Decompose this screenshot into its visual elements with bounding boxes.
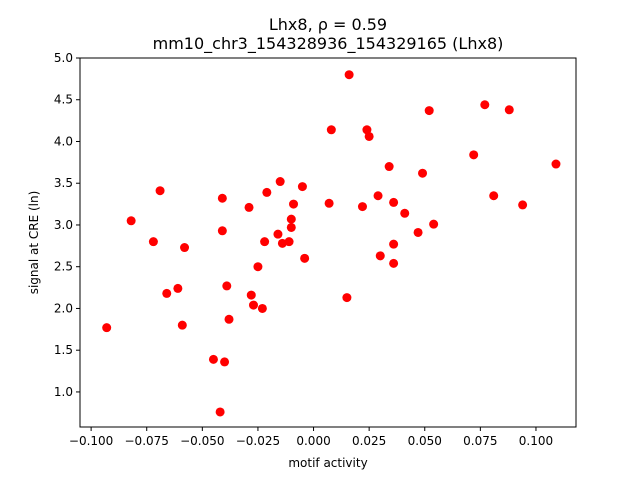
data-point [246, 290, 256, 300]
data-point [177, 320, 187, 330]
data-point [418, 168, 428, 178]
data-point [155, 186, 165, 196]
data-point [102, 323, 112, 333]
x-axis-label: motif activity [288, 456, 367, 470]
x-tick-label: −0.050 [180, 434, 224, 448]
data-point [357, 202, 367, 212]
data-point [504, 105, 514, 115]
data-point [244, 202, 254, 212]
y-tick-label: 1.0 [54, 385, 73, 399]
data-point [344, 70, 354, 80]
plot-area-frame [79, 57, 577, 428]
data-point [384, 162, 394, 172]
data-point [326, 125, 336, 135]
data-point [180, 243, 190, 253]
data-point [480, 100, 490, 110]
data-point [324, 198, 334, 208]
y-tick-label: 4.5 [54, 93, 73, 107]
data-point [248, 300, 258, 310]
y-axis-label: signal at CRE (ln) [27, 191, 41, 295]
x-tick-label: 0.050 [408, 434, 442, 448]
data-point [489, 191, 499, 201]
data-point [275, 177, 285, 187]
y-tick-label: 5.0 [54, 51, 73, 65]
data-point [262, 187, 272, 197]
data-point [469, 150, 479, 160]
data-point [286, 222, 296, 232]
y-tick-label: 1.5 [54, 343, 73, 357]
y-tick-label: 3.5 [54, 176, 73, 190]
chart-title-line-2: mm10_chr3_154328936_154329165 (Lhx8) [153, 34, 504, 54]
data-point [400, 208, 410, 218]
data-point [389, 239, 399, 249]
data-point [208, 354, 218, 364]
data-point [224, 314, 234, 324]
y-tick-label: 4.0 [54, 134, 73, 148]
data-point [551, 159, 561, 169]
data-point [173, 283, 183, 293]
data-point [413, 227, 423, 237]
x-tick-label: −0.025 [236, 434, 280, 448]
data-point [162, 288, 172, 298]
x-tick-label: 0.075 [463, 434, 497, 448]
data-point [220, 357, 230, 367]
data-point [217, 226, 227, 236]
data-point [389, 258, 399, 268]
data-points [102, 70, 561, 417]
data-point [286, 214, 296, 224]
data-point [389, 197, 399, 207]
axis-ticks: −0.100 −0.075 −0.050 −0.025 0.000 0.025 0.050 0… [54, 51, 553, 448]
data-point [222, 281, 232, 291]
data-point [253, 262, 263, 272]
data-point [424, 106, 434, 116]
data-point [373, 191, 383, 201]
data-point [364, 131, 374, 141]
data-point [257, 303, 267, 313]
y-tick-label: 2.5 [54, 260, 73, 274]
data-point [260, 237, 270, 247]
data-point [518, 200, 528, 210]
x-tick-label: −0.100 [69, 434, 113, 448]
y-tick-label: 3.0 [54, 218, 73, 232]
data-point [342, 293, 352, 303]
chart-title-line-1: Lhx8, ρ = 0.59 [269, 15, 387, 34]
y-tick-label: 2.0 [54, 301, 73, 315]
data-point [215, 407, 225, 417]
data-point [297, 182, 307, 192]
x-tick-label: 0.025 [352, 434, 386, 448]
data-point [148, 237, 158, 247]
x-tick-label: 0.000 [296, 434, 330, 448]
data-point [289, 199, 299, 209]
data-point [429, 219, 439, 229]
x-tick-label: 0.100 [519, 434, 553, 448]
data-point [284, 237, 294, 247]
data-point [217, 193, 227, 203]
data-point [273, 229, 283, 239]
data-point [126, 216, 136, 226]
data-point [375, 251, 385, 261]
x-tick-label: −0.075 [125, 434, 169, 448]
data-point [300, 253, 310, 263]
